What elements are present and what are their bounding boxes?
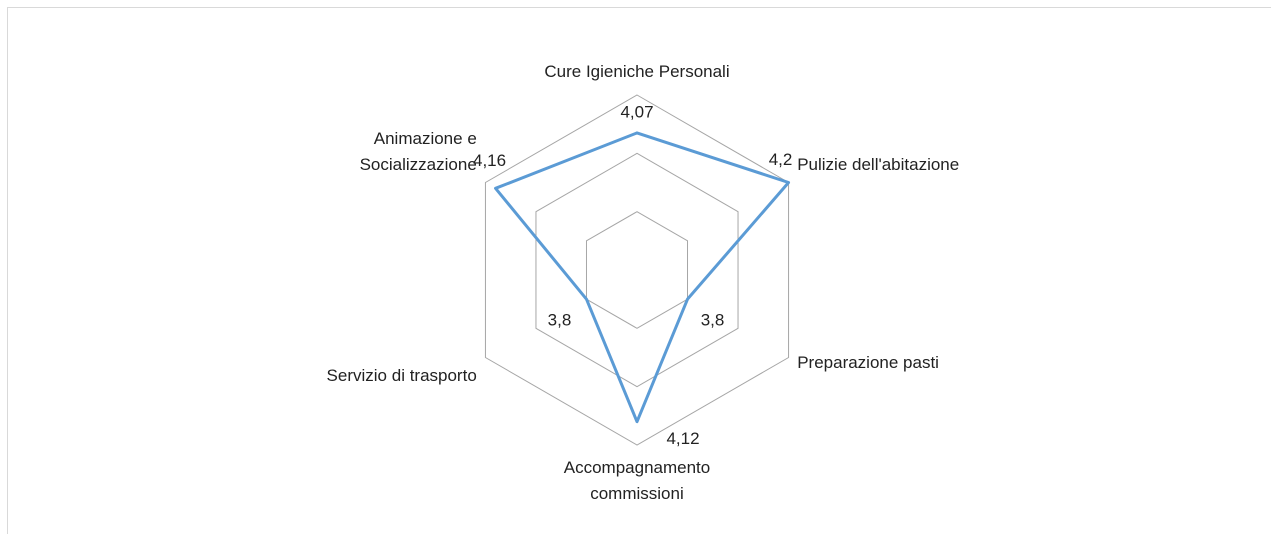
category-label: Servizio di trasporto bbox=[326, 365, 477, 385]
category-label: Cure Igieniche Personali bbox=[544, 62, 730, 81]
grid-ring bbox=[585, 211, 689, 329]
chart-frame bbox=[7, 7, 1271, 534]
data-label: 3,8 bbox=[701, 311, 725, 330]
data-label: 4,07 bbox=[620, 102, 653, 121]
data-label: 4,2 bbox=[769, 150, 793, 169]
data-label: 3,8 bbox=[548, 311, 572, 330]
grid-ring bbox=[484, 94, 790, 446]
data-line bbox=[494, 131, 791, 424]
data-label: 4,16 bbox=[473, 151, 506, 170]
category-label: Accompagnamento commissioni bbox=[563, 458, 711, 503]
category-label: Animazione e Socializzazione bbox=[359, 128, 477, 174]
data-label: 4,12 bbox=[666, 429, 699, 448]
category-label: Pulizie dell'abitazione bbox=[797, 154, 960, 174]
grid-ring bbox=[535, 152, 739, 388]
category-label: Preparazione pasti bbox=[797, 352, 939, 372]
